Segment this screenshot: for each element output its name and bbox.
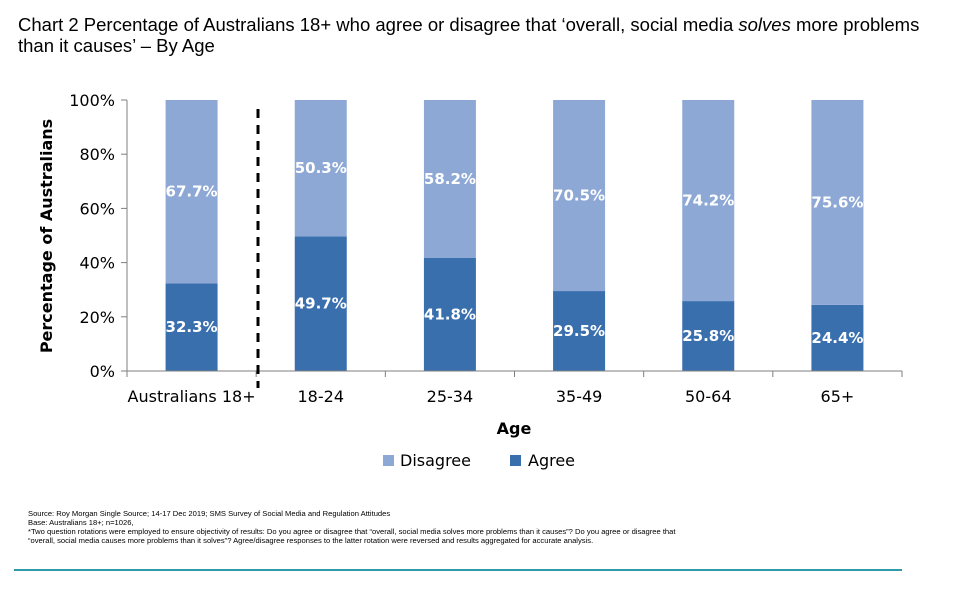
bars: 32.3% 67.7% 49.7% 50.3% 41.8% 58.2% 29.5% 70.5%… <box>165 100 864 371</box>
data-label-agree: 24.4% <box>811 329 863 347</box>
x-axis-title: Age <box>497 419 532 438</box>
y-axis: 0% 20% 40% 60% 80% 100% <box>69 91 128 381</box>
bar-disagree <box>682 100 735 302</box>
legend: Disagree Agree <box>383 451 575 470</box>
footnote-source: Source: Roy Morgan Single Source; 14-17 … <box>28 509 391 518</box>
data-label-disagree: 67.7% <box>166 183 218 201</box>
y-axis-title: Percentage of Australians <box>37 119 56 353</box>
footnote-note-line-2: “overall, social media causes more probl… <box>28 536 594 545</box>
x-axis: Australians 18+ 18-24 25-34 35-49 50-64 65+ <box>126 370 903 406</box>
bar-disagree <box>423 100 476 258</box>
bar-agree <box>165 283 218 371</box>
y-tick-label: 0% <box>90 362 115 381</box>
x-tick-label: 35-49 <box>556 387 603 406</box>
data-label-disagree: 50.3% <box>295 159 347 177</box>
data-label-agree: 29.5% <box>553 322 605 340</box>
x-tick-label: 25-34 <box>427 387 474 406</box>
x-tick-label: 50-64 <box>685 387 732 406</box>
x-tick-label: 18-24 <box>298 387 345 406</box>
y-tick-label: 100% <box>69 91 115 110</box>
bottom-rule <box>14 569 902 571</box>
bar-agree <box>811 304 864 371</box>
x-tick-label: 65+ <box>821 387 855 406</box>
bar-agree <box>553 291 606 371</box>
chart-title-text-end: more problems than it causes’ – By Age <box>18 14 920 56</box>
data-label-agree: 49.7% <box>295 295 347 313</box>
chart-title-emphasis: solves <box>738 14 791 35</box>
data-label-disagree: 75.6% <box>811 193 863 211</box>
bar-disagree <box>553 100 606 292</box>
data-label-disagree: 74.2% <box>682 192 734 210</box>
y-tick-label: 40% <box>79 254 115 273</box>
legend-label-disagree: Disagree <box>400 451 471 470</box>
y-tick-label: 20% <box>79 308 115 327</box>
footnote: Source: Roy Morgan Single Source; 14-17 … <box>28 509 908 545</box>
bar-disagree <box>165 100 218 284</box>
data-label-disagree: 58.2% <box>424 170 476 188</box>
footnote-base: Base: Australians 18+; n=1026, <box>28 518 134 527</box>
bar-disagree <box>294 100 347 237</box>
data-label-agree: 25.8% <box>682 327 734 345</box>
bar-disagree <box>811 100 864 305</box>
chart-title: Chart 2 Percentage of Australians 18+ wh… <box>18 14 948 56</box>
x-tick-label: Australians 18+ <box>128 387 256 406</box>
stacked-bar-chart: 0% 20% 40% 60% 80% 100% 32.3% 67.7% 49.7% 50.3% 4… <box>37 91 903 470</box>
footnote-note-line-1: *Two question rotations were employed to… <box>28 527 676 536</box>
chart-title-text: Chart 2 Percentage of Australians 18+ wh… <box>18 14 739 35</box>
y-tick-label: 60% <box>79 199 115 218</box>
bar-agree <box>682 301 735 371</box>
y-tick-label: 80% <box>79 145 115 164</box>
bar-agree <box>423 257 476 371</box>
data-label-agree: 32.3% <box>166 318 218 336</box>
data-label-disagree: 70.5% <box>553 187 605 205</box>
legend-swatch-agree <box>510 455 521 466</box>
legend-label-agree: Agree <box>528 451 575 470</box>
bar-agree <box>294 236 347 371</box>
legend-swatch-disagree <box>383 455 394 466</box>
data-label-agree: 41.8% <box>424 305 476 323</box>
